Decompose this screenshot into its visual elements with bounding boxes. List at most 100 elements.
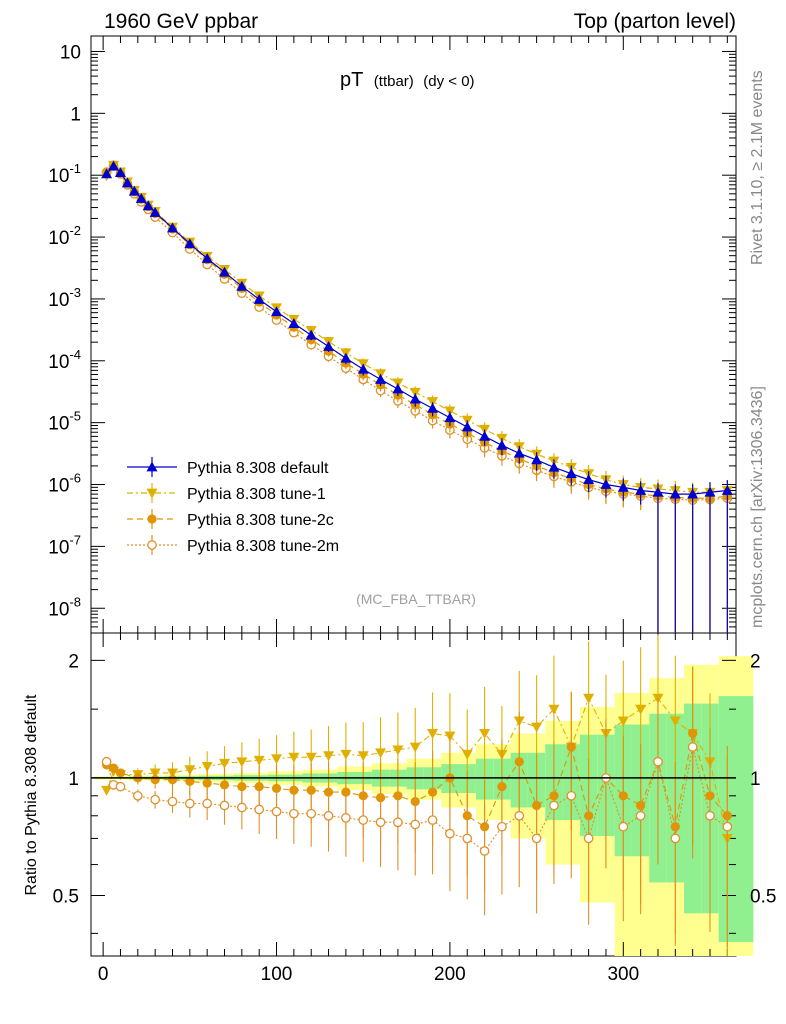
data-point-ratio [202,798,213,809]
data-point-main [600,479,612,489]
data-point-ratio [219,780,230,790]
data-point-main [357,363,369,374]
data-point-ratio [514,757,524,767]
y-tick-label: 1 [70,104,81,125]
data-point-ratio [167,775,178,785]
data-point-ratio [305,752,317,763]
y-tick-label: 10-2 [48,223,81,249]
data-point-ratio [167,796,178,807]
data-point-ratio [253,755,265,766]
data-point-main [496,439,508,450]
data-point-ratio [357,751,369,762]
data-point-main [704,486,716,497]
y-tick-label: 10-6 [48,471,81,497]
x-tick-label: 200 [434,964,466,985]
data-point-ratio [393,817,403,828]
data-point-ratio [479,729,491,739]
data-point-ratio [271,754,283,765]
y-tick-label: 10-5 [48,409,81,435]
data-point-ratio [115,768,126,778]
data-point-ratio [461,749,473,760]
ratio-series [101,634,733,956]
y-tick-label: 10-4 [48,347,81,373]
ratio-y-tick-label-right: 0.5 [750,887,776,908]
data-point-ratio [445,828,455,839]
data-point-main [375,373,387,384]
data-point-main [340,352,352,363]
data-point-main [166,222,178,233]
data-point-main [513,447,525,458]
data-point-ratio [531,722,543,733]
data-point-ratio [375,817,386,828]
data-point-main [635,485,647,495]
header-right: Top (parton level) [574,10,736,33]
data-point-main [444,412,456,423]
side-text-top: Rivet 3.1.10, ≥ 2.1M events [749,70,766,265]
data-point-main [142,200,154,211]
data-point-ratio [323,751,335,762]
data-point-main [114,167,126,178]
data-point-main [108,160,120,171]
data-point-ratio [289,808,299,819]
data-point-ratio [549,800,559,811]
data-point-ratio [306,808,317,819]
y-tick-label: 10 [60,42,81,63]
data-point-ratio [635,810,646,821]
data-point-main [461,421,473,432]
y-tick-label: 10-3 [48,285,81,311]
data-point-ratio [323,810,334,821]
data-point-ratio [531,833,542,844]
data-point-ratio [219,800,230,811]
data-point-ratio [115,781,126,792]
data-point-ratio [254,804,265,815]
data-point-main [288,318,300,328]
data-point-main [531,454,543,465]
x-tick-label: 0 [98,964,109,985]
header-left: 1960 GeV ppbar [104,10,258,33]
ratio-y-tick-label-left: 0.5 [53,887,79,908]
data-point-ratio [219,758,231,769]
data-point-main [409,387,421,398]
ratio-ylabel: Ratio to Pythia 8.308 default [23,694,40,896]
data-point-main [271,306,283,317]
legend-label: Pythia 8.308 tune-1 [187,486,326,503]
data-point-ratio [375,748,387,759]
data-point-main [219,266,231,277]
data-point-main [128,185,140,196]
data-point-main [669,488,681,499]
series-line-main [106,164,728,499]
legend-label: Pythia 8.308 tune-2c [187,512,334,529]
series-line-main [106,165,728,495]
data-point-main [184,238,196,249]
data-point-ratio [548,704,560,715]
data-point-ratio [288,752,300,763]
data-point-main [135,193,147,203]
data-point-main [101,168,113,179]
legend-marker [146,488,158,499]
series-line-main [106,164,728,493]
data-point-ratio [340,749,352,760]
data-point-main [427,402,439,413]
data-point-main [583,474,595,485]
plot-title: pT (ttbar) (dy < 0) [340,69,475,91]
ratio-y-tick-label-right: 2 [750,651,761,672]
legend-marker [146,461,158,472]
ratio-y-tick-label-left: 1 [68,769,79,790]
ratio-y-tick-label-right: 1 [750,769,761,790]
data-point-main [305,329,317,340]
data-point-ratio [670,833,681,844]
data-point-ratio [583,693,595,704]
data-point-ratio [617,716,629,727]
data-point-ratio [514,810,525,821]
data-point-ratio [101,756,112,767]
data-point-main [149,206,161,217]
data-point-main [652,486,664,497]
y-tick-label: 10-8 [48,594,81,620]
series-line-main [106,165,728,501]
legend-label: Pythia 8.308 default [187,460,329,477]
data-point-ratio [358,815,369,825]
data-point-ratio [618,821,629,832]
data-point-main [236,280,248,291]
data-point-ratio [341,813,351,823]
